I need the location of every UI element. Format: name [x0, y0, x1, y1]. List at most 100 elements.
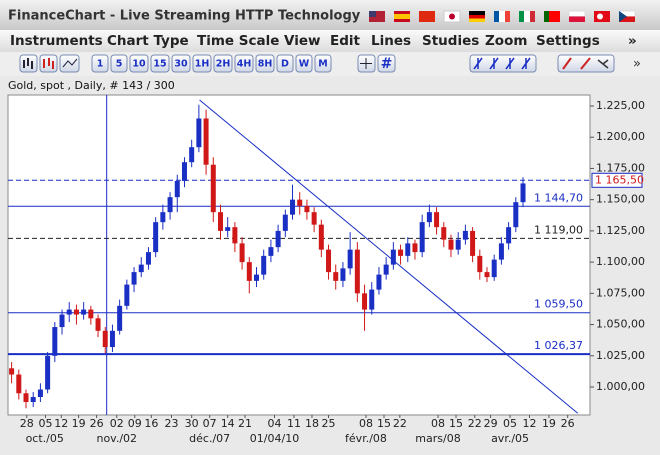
- timeframe-label: 4H: [237, 59, 252, 70]
- x-tick-label: 22: [393, 417, 407, 430]
- level-label-bg: [532, 224, 588, 237]
- candle-body: [160, 212, 166, 223]
- level-label: 1 165,50: [595, 173, 644, 186]
- x-tick-label: 09: [128, 417, 142, 430]
- chart-info: Gold, spot , Daily, # 143 / 300: [8, 79, 175, 92]
- level-label-bg: [532, 340, 588, 353]
- x-month-label: 01/04/10: [250, 432, 299, 445]
- menu-item[interactable]: Edit: [330, 33, 361, 49]
- plot-area: [7, 94, 591, 416]
- timeframe-button[interactable]: [314, 54, 332, 73]
- menu-item[interactable]: Studies: [422, 33, 479, 49]
- plot-content: 1 144,70 1 119,00 1 059,50 1 026,37: [8, 95, 590, 415]
- candle-body: [297, 199, 303, 206]
- language-flags[interactable]: [369, 10, 636, 23]
- x-month-label: avr./05: [491, 432, 529, 445]
- svg-text:»: »: [633, 57, 641, 72]
- candle-body: [66, 309, 72, 315]
- level-label-bg: [532, 192, 588, 205]
- x-month-label: nov./02: [96, 432, 137, 445]
- window-title: FinanceChart - Live Streaming HTTP Techn…: [8, 9, 361, 24]
- x-tick-label: 05: [503, 417, 517, 430]
- timeframe-button[interactable]: [234, 54, 254, 73]
- candle-body: [153, 222, 159, 253]
- timeframe-button[interactable]: [276, 54, 294, 73]
- candle-body: [189, 147, 195, 163]
- menu-bar: [0, 30, 660, 52]
- timeframe-button[interactable]: [171, 54, 191, 73]
- candle-body: [131, 272, 137, 285]
- level-label-box: [591, 172, 643, 188]
- svg-text:#: #: [381, 56, 393, 72]
- x-tick-label: 15: [377, 417, 391, 430]
- menu-item[interactable]: Time Scale: [197, 33, 279, 49]
- timeframe-button[interactable]: [110, 54, 128, 73]
- x-tick-label: 14: [221, 417, 235, 430]
- candle-body: [405, 243, 411, 256]
- timeframe-button[interactable]: [91, 54, 109, 73]
- timeframe-button[interactable]: [150, 54, 170, 73]
- x-month-label: déc./07: [189, 432, 230, 445]
- candle-body: [254, 274, 260, 281]
- y-tick-label: 1.225,00: [596, 99, 645, 112]
- x-tick-label: 15: [449, 417, 463, 430]
- candle-body: [232, 227, 238, 244]
- timeframe-button[interactable]: [192, 54, 212, 73]
- candle-body: [261, 255, 267, 275]
- level-label: 1 144,70: [534, 191, 583, 204]
- y-tick-label: 1.000,00: [596, 380, 645, 393]
- candle-body: [484, 272, 490, 278]
- candle-body: [383, 264, 389, 275]
- x-tick-label: 12: [522, 417, 536, 430]
- candle-body: [138, 264, 144, 273]
- x-tick-label: 12: [54, 417, 68, 430]
- timeframe-button[interactable]: [255, 54, 275, 73]
- candle-body: [225, 227, 231, 231]
- timeframe-button[interactable]: [213, 54, 233, 73]
- x-tick-label: 25: [322, 417, 336, 430]
- y-tick-label: 1.200,00: [596, 130, 645, 143]
- candle-body: [145, 252, 151, 265]
- menu-item[interactable]: Chart Type: [107, 33, 189, 49]
- candle-body: [326, 249, 332, 273]
- candle-body: [246, 262, 252, 281]
- x-month-label: oct./05: [26, 432, 64, 445]
- candle-body: [434, 212, 440, 228]
- y-tick-label: 1.150,00: [596, 193, 645, 206]
- timeframe-label: D: [281, 59, 289, 70]
- y-tick-label: 1.125,00: [596, 224, 645, 237]
- candle-body: [390, 249, 396, 265]
- level-label: 1 026,37: [534, 339, 583, 352]
- x-tick-label: 29: [484, 417, 498, 430]
- candle-body: [520, 183, 526, 203]
- candle-body: [73, 309, 79, 315]
- menu-item[interactable]: View: [284, 33, 320, 49]
- candle-body: [491, 259, 497, 278]
- candle-body: [426, 212, 432, 223]
- timeframe-button[interactable]: [295, 54, 313, 73]
- candle-body: [311, 212, 317, 225]
- x-tick-label: 16: [144, 417, 158, 430]
- menu-item[interactable]: Zoom: [485, 33, 527, 49]
- candle-body: [174, 180, 180, 198]
- x-tick-label: 22: [468, 417, 482, 430]
- candle-body: [88, 309, 94, 319]
- candle-body: [318, 224, 324, 250]
- menu-item[interactable]: Lines: [371, 33, 411, 49]
- x-tick-label: 02: [110, 417, 124, 430]
- timeframe-button[interactable]: [129, 54, 149, 73]
- x-tick-label: 19: [72, 417, 86, 430]
- candle-body: [167, 197, 173, 213]
- timeframe-label: 5: [116, 59, 123, 70]
- x-tick-label: 23: [165, 417, 179, 430]
- menu-item[interactable]: Instruments: [10, 33, 103, 49]
- menu-item[interactable]: »: [628, 33, 637, 49]
- menu-item[interactable]: Settings: [536, 33, 600, 49]
- candle-body: [9, 368, 15, 375]
- candle-body: [109, 330, 115, 348]
- chart-tools[interactable]: # »: [19, 54, 641, 73]
- y-tick-label: 1.025,00: [596, 349, 645, 362]
- candle-body: [275, 230, 281, 248]
- x-tick-label: 08: [359, 417, 373, 430]
